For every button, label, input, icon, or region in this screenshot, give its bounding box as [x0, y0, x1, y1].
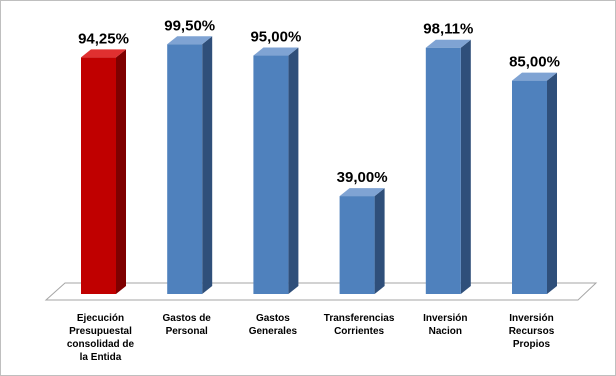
- bar-front: [425, 47, 461, 295]
- bar-side: [116, 49, 126, 295]
- bar-top: [253, 47, 299, 56]
- value-label: 99,50%: [164, 17, 215, 34]
- bar-top: [339, 188, 385, 197]
- value-label: 98,11%: [423, 21, 473, 38]
- bar-side: [547, 72, 557, 295]
- category-label: Inversión Nacion: [423, 313, 467, 337]
- bar-side: [288, 47, 299, 294]
- value-label: 94,25%: [78, 30, 129, 47]
- bar-front: [253, 55, 289, 294]
- value-label: 85,00%: [509, 54, 560, 71]
- bar-2: [253, 47, 299, 294]
- value-label-group: 94,25% 99,50% 95,00% 39,00% 98,11% 85,00%: [78, 17, 560, 186]
- bar-front: [167, 44, 203, 294]
- value-label: 39,00%: [337, 169, 388, 186]
- bar-0: [81, 49, 126, 295]
- bar-3: [339, 188, 385, 294]
- bar-front: [81, 57, 116, 295]
- category-label: Gastos de Personal: [163, 313, 212, 337]
- bar-top: [81, 49, 126, 58]
- bar-4: [425, 39, 471, 295]
- bar-front: [512, 80, 547, 295]
- bar-side: [374, 188, 385, 294]
- category-label: Gastos Generales: [249, 313, 298, 337]
- category-label: Transferencias Corrientes: [324, 313, 395, 337]
- category-label: Inversión Recursos Propios: [509, 313, 555, 350]
- bar-top: [512, 72, 557, 81]
- category-label: Ejecución Presupuestal consolidad de la Ent…: [67, 313, 135, 363]
- bar-side: [202, 36, 213, 294]
- bar-1: [167, 36, 213, 294]
- bar-group: [81, 36, 557, 295]
- bar-side: [460, 39, 471, 295]
- category-label-group: Ejecución Presupuestal consolidad de la Ent…: [67, 313, 555, 363]
- bar-top: [425, 39, 471, 48]
- value-label: 95,00%: [250, 29, 301, 46]
- bar-front: [339, 196, 375, 294]
- bar-5: [512, 72, 557, 295]
- bar-top: [167, 36, 213, 45]
